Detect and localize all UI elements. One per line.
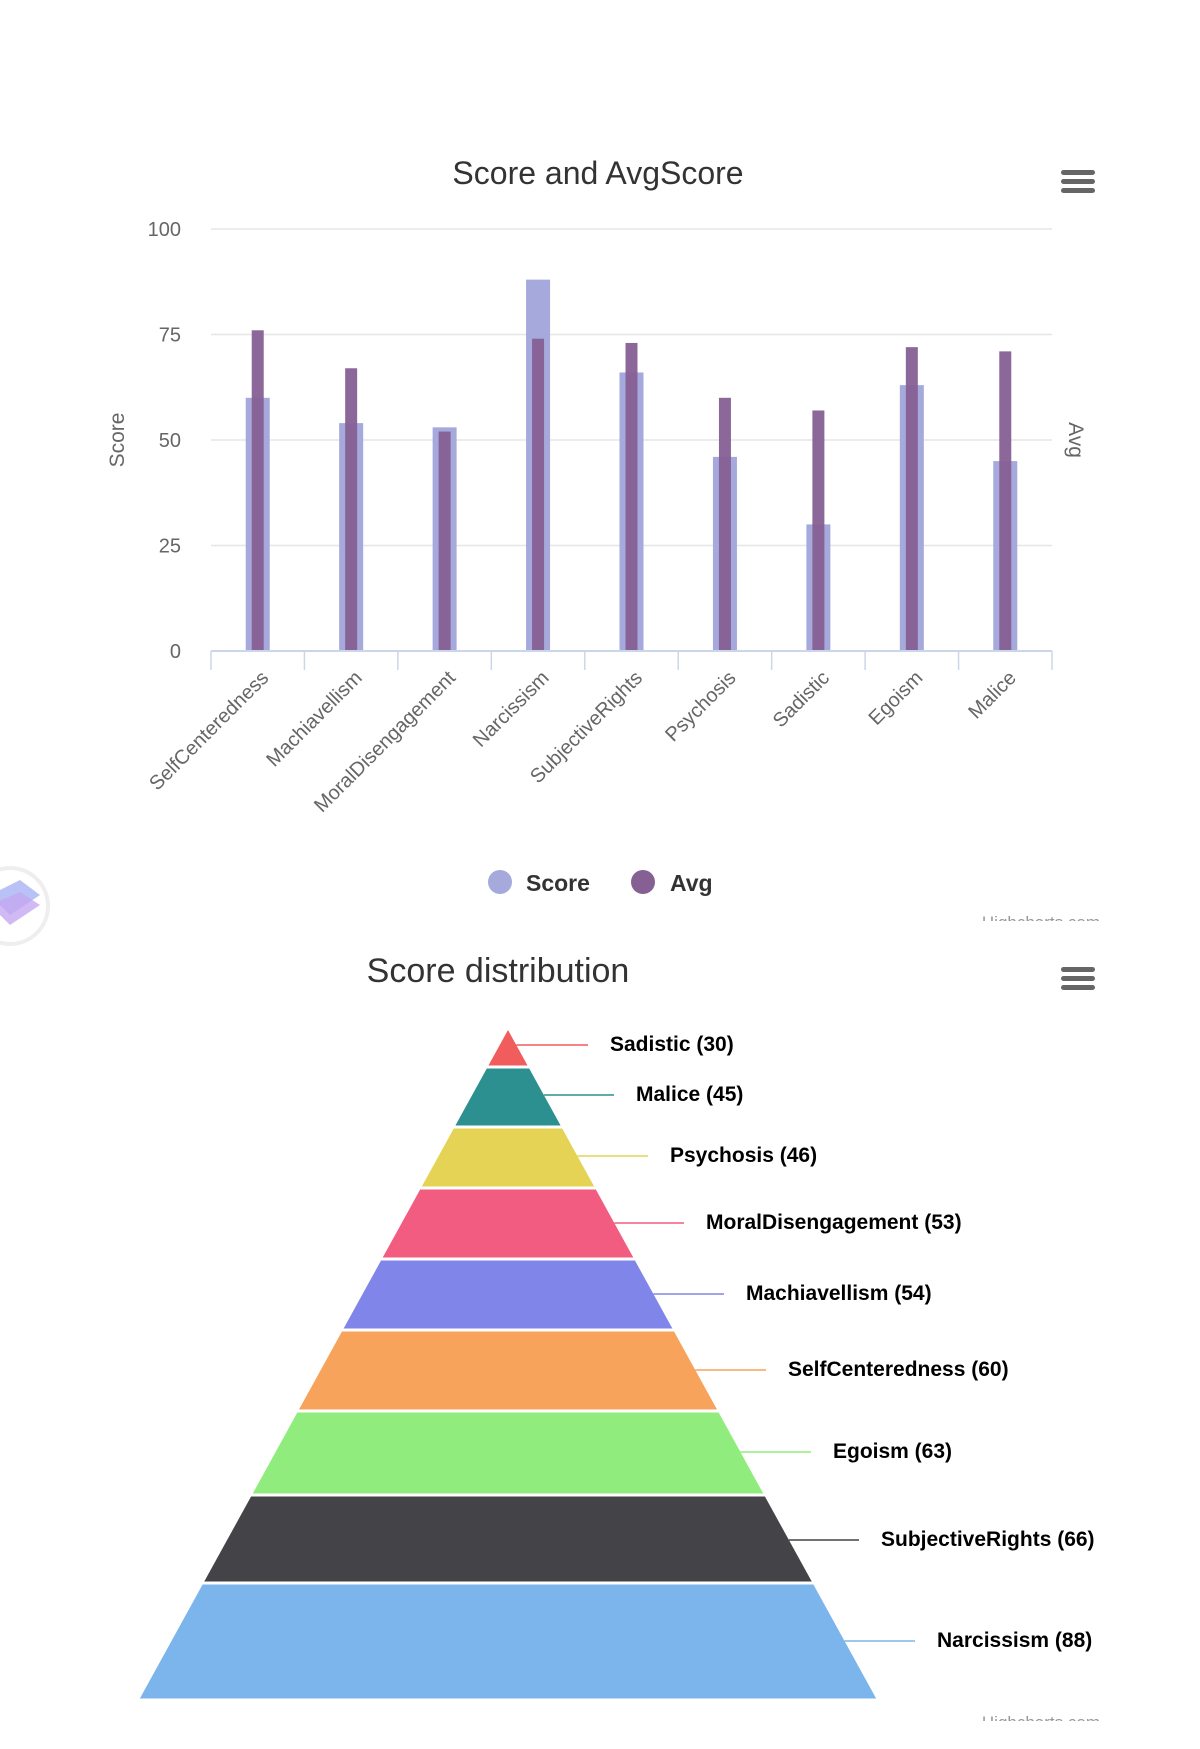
pyramid-segment-subjectiverights[interactable] <box>204 1496 812 1582</box>
data-label: SubjectiveRights (66) <box>881 1528 1095 1551</box>
x-tick-label: Sadistic <box>769 667 834 732</box>
avg-bar[interactable] <box>345 368 358 651</box>
x-tick-label: Malice <box>964 667 1020 723</box>
pyramid-segment-malice[interactable] <box>455 1068 561 1126</box>
credits-link: Highcharts.com <box>982 913 1100 932</box>
data-label: Narcissism (88) <box>937 1629 1092 1652</box>
hamburger-icon-bar <box>1061 985 1095 990</box>
legend-label: Score <box>526 870 590 896</box>
y-tick-label: 0 <box>170 641 181 663</box>
y-tick-label: 25 <box>159 536 181 558</box>
data-label: SelfCenteredness (60) <box>788 1358 1009 1381</box>
y-axis-title: Score <box>106 413 129 468</box>
pyramid-segment-moraldisengagement[interactable] <box>382 1189 634 1258</box>
legend-marker-icon <box>488 870 512 894</box>
hamburger-icon-bar <box>1061 967 1095 972</box>
data-label: Psychosis (46) <box>670 1144 817 1167</box>
data-label: Malice (45) <box>636 1083 743 1106</box>
pyramid-segment-psychosis[interactable] <box>421 1128 595 1187</box>
data-label: MoralDisengagement (53) <box>706 1211 962 1234</box>
y-tick-label: 75 <box>159 325 181 347</box>
pyramid-segment-selfcenteredness[interactable] <box>298 1331 718 1410</box>
avg-bar[interactable] <box>251 330 264 651</box>
avg-bar[interactable] <box>812 410 825 651</box>
legend-item-score[interactable]: Score <box>488 870 590 896</box>
x-tick-label: SelfCenteredness <box>145 667 273 795</box>
pyramid-segment-machiavellism[interactable] <box>343 1260 673 1329</box>
x-tick-label: Egoism <box>865 667 928 730</box>
hamburger-icon-bar <box>1061 976 1095 981</box>
x-tick-label: Narcissism <box>469 667 554 752</box>
y-axis-right-title: Avg <box>1064 422 1087 458</box>
hamburger-icon-bar <box>1061 170 1095 175</box>
hamburger-icon-bar <box>1061 188 1095 193</box>
chart1-title: Score and AvgScore <box>452 155 743 191</box>
data-label: Machiavellism (54) <box>746 1282 932 1305</box>
avg-bar[interactable] <box>999 351 1012 651</box>
x-tick-label: Machiavellism <box>262 667 366 771</box>
chart1-menu-button[interactable] <box>1058 161 1098 201</box>
data-label: Sadistic (30) <box>610 1033 734 1056</box>
avg-bar[interactable] <box>905 347 918 651</box>
chart2-menu-button[interactable] <box>1058 958 1098 998</box>
pyramid-segment-sadistic[interactable] <box>488 1030 528 1066</box>
x-tick-label: Psychosis <box>661 667 740 746</box>
chart2-title: Score distribution <box>367 952 630 990</box>
avg-bar[interactable] <box>438 431 451 651</box>
pyramid-segment-egoism[interactable] <box>252 1412 764 1494</box>
pyramid-segment-narcissism[interactable] <box>139 1584 877 1699</box>
avg-bar[interactable] <box>718 397 731 651</box>
y-tick-label: 50 <box>159 430 181 452</box>
legend-item-avg[interactable]: Avg <box>631 870 713 896</box>
hamburger-icon-bar <box>1061 179 1095 184</box>
avg-bar[interactable] <box>532 338 545 651</box>
legend-marker-icon <box>631 870 655 894</box>
legend-label: Avg <box>670 870 713 896</box>
credits-link: Highcharts.com <box>982 1713 1100 1732</box>
data-label: Egoism (63) <box>833 1440 952 1463</box>
y-tick-label: 100 <box>148 219 181 241</box>
avg-bar[interactable] <box>625 342 638 651</box>
floating-assistant-button[interactable] <box>0 866 50 946</box>
